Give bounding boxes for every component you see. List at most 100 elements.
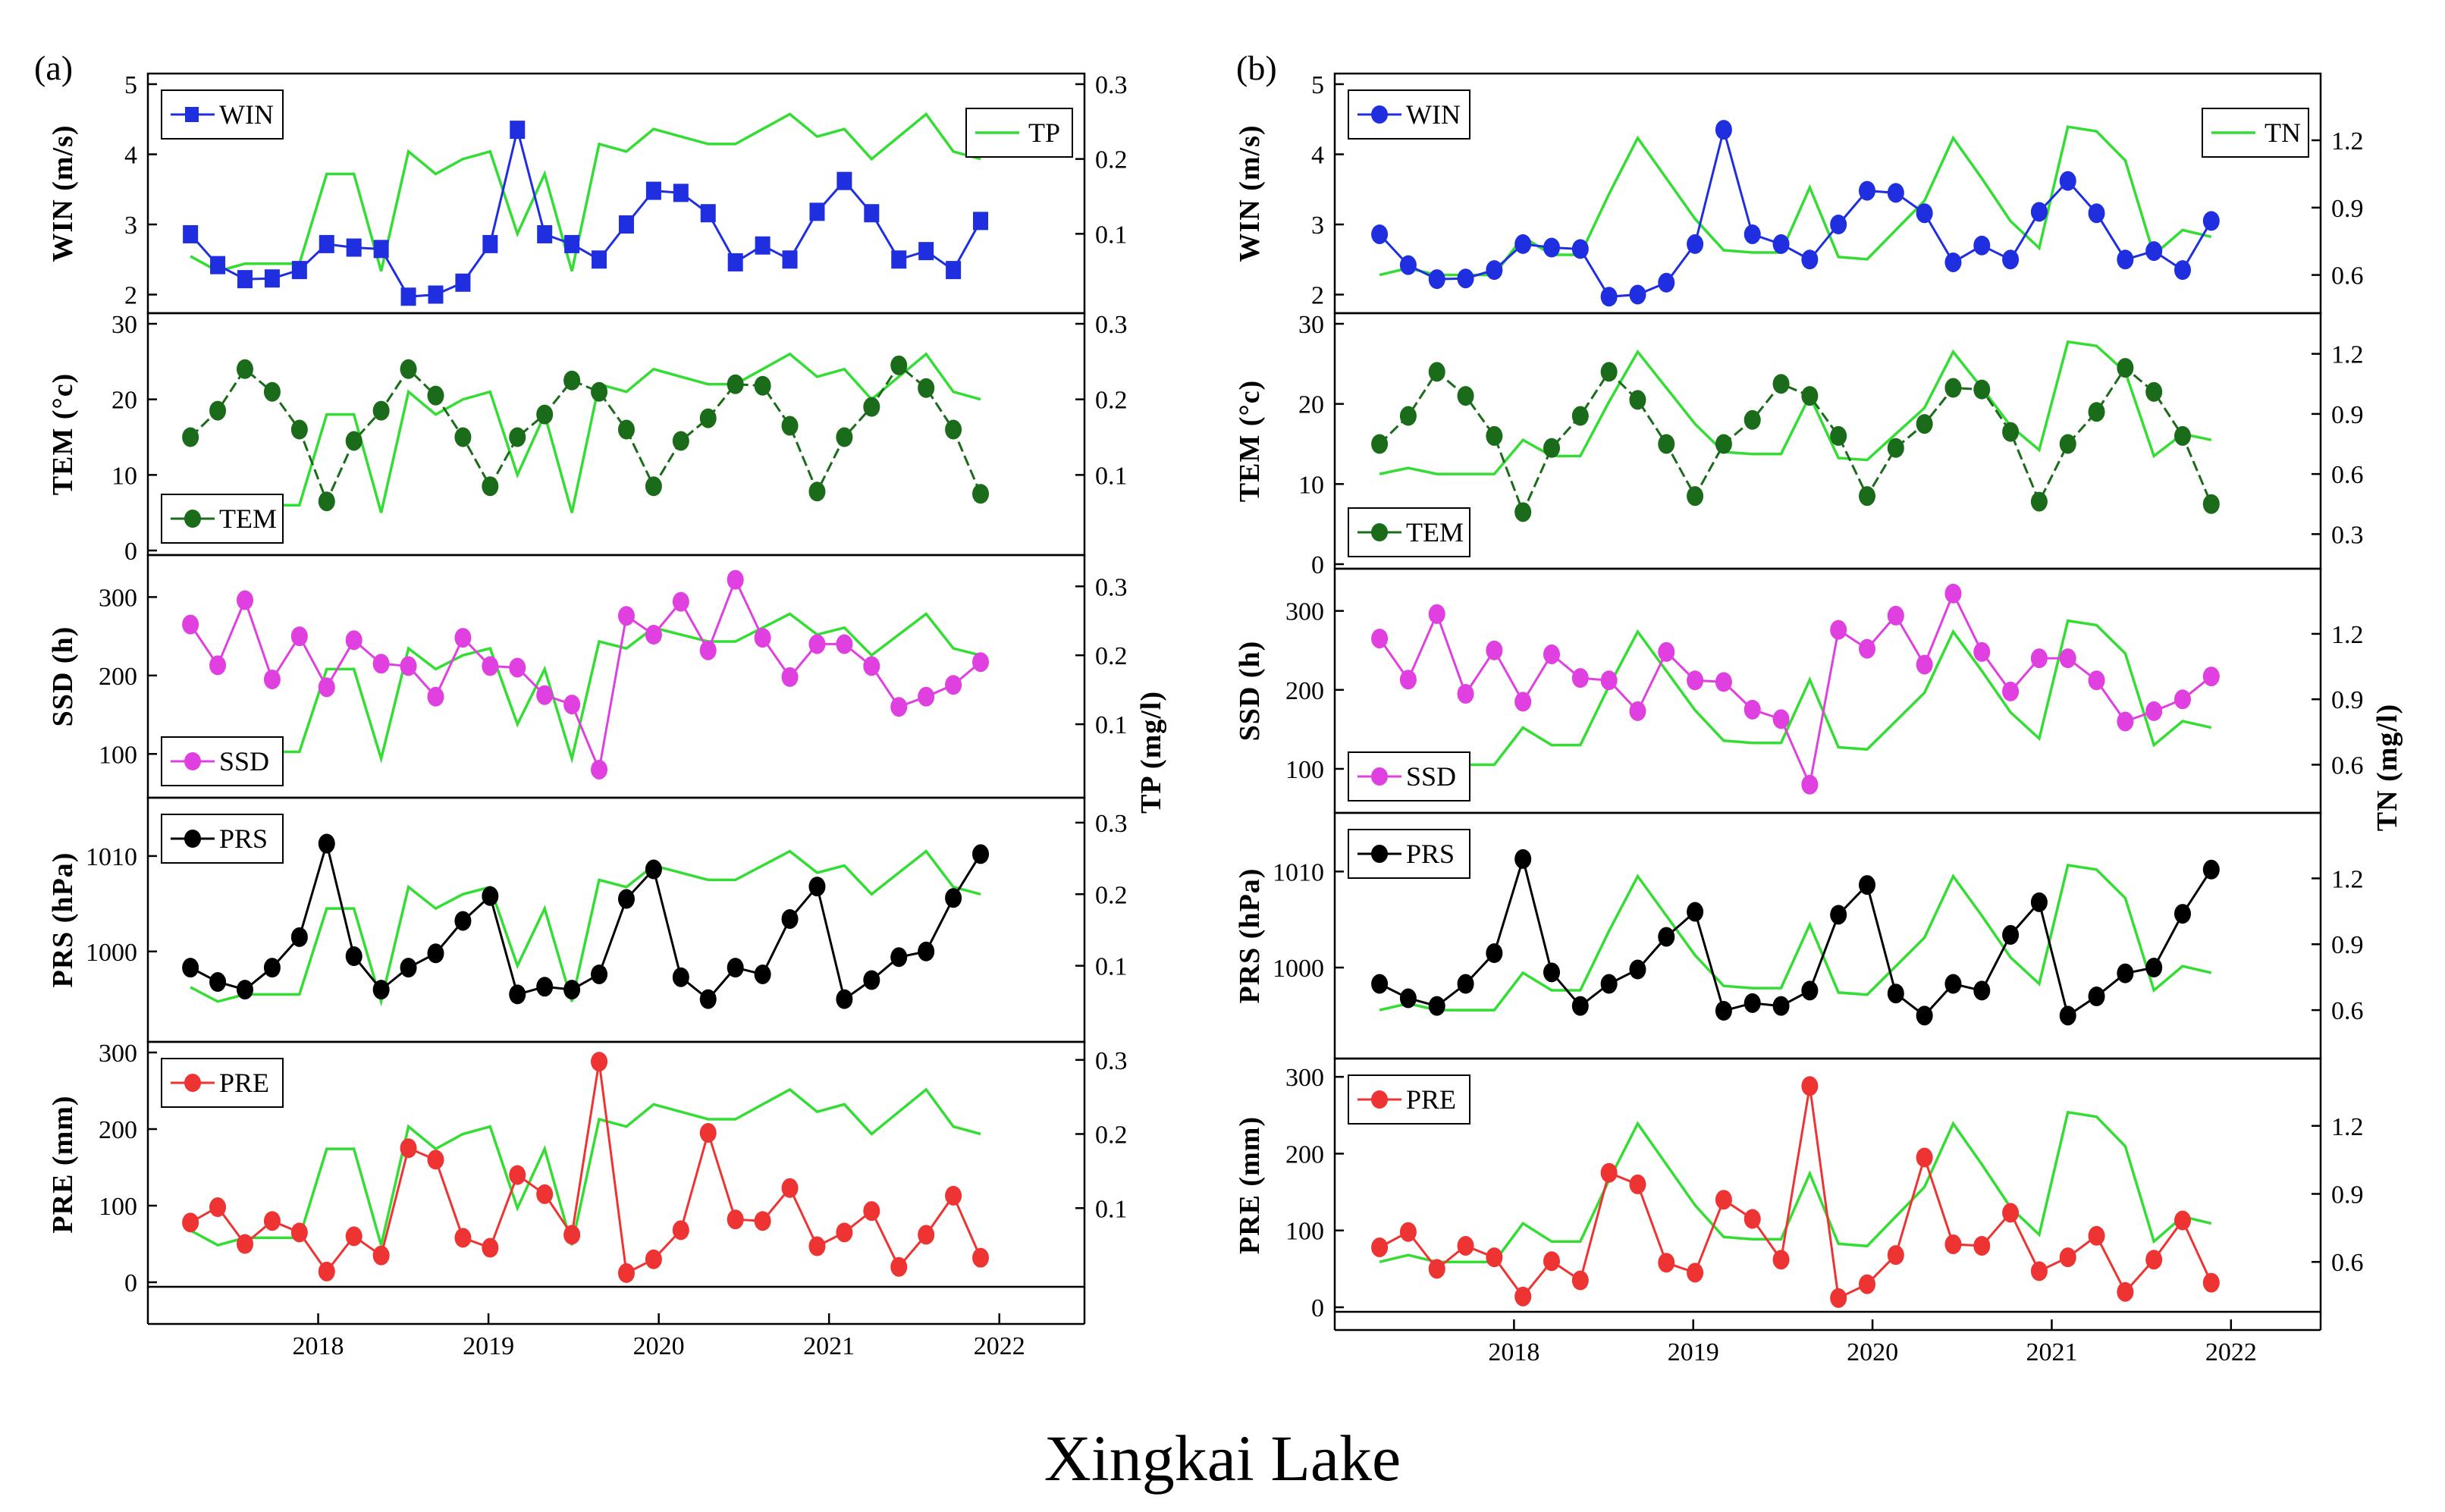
data-point	[1658, 1253, 1675, 1273]
legend-label: WIN	[219, 99, 274, 130]
data-point	[699, 408, 717, 428]
data-point	[1830, 215, 1847, 234]
data-point	[428, 285, 444, 304]
data-point	[1830, 620, 1847, 640]
subplot-win: 2 3 4 5 0.1 0.2 0.3 WIN (m/s) WIN TP	[47, 71, 1128, 315]
data-point	[1514, 692, 1532, 712]
data-point	[1371, 434, 1389, 454]
data-point	[2202, 211, 2220, 231]
data-point	[454, 911, 472, 931]
data-point	[1371, 224, 1389, 244]
data-point	[836, 989, 853, 1009]
left-tick-label: 300	[99, 1040, 137, 1068]
data-point	[290, 1222, 308, 1243]
data-point	[183, 224, 199, 243]
data-point	[863, 1201, 880, 1222]
data-point	[1859, 638, 1875, 659]
data-point	[1973, 235, 1991, 256]
legend-marker	[184, 830, 201, 848]
data-point	[591, 1052, 608, 1072]
data-point	[2117, 963, 2134, 983]
data-point	[2202, 494, 2220, 514]
data-point	[1887, 1245, 1904, 1266]
data-point	[972, 484, 990, 504]
data-point	[781, 908, 799, 929]
data-point	[2174, 689, 2191, 710]
data-point	[863, 397, 880, 417]
data-point	[2174, 425, 2191, 446]
data-point	[564, 234, 580, 253]
data-point	[1715, 120, 1732, 140]
left-tick-label: 1000	[86, 939, 137, 967]
data-point	[1486, 1247, 1503, 1268]
data-point	[2059, 434, 2076, 454]
data-point	[2088, 203, 2105, 224]
data-point	[699, 989, 717, 1009]
data-point	[918, 242, 934, 261]
data-point	[699, 640, 717, 660]
data-point	[345, 946, 363, 967]
data-point	[1772, 996, 1790, 1016]
data-point	[1887, 983, 1904, 1004]
data-point	[482, 476, 499, 497]
data-point	[372, 1245, 390, 1266]
data-point	[1830, 905, 1847, 925]
data-point	[1916, 654, 1933, 675]
left-tick-label: 0	[124, 1269, 137, 1297]
data-point	[455, 273, 471, 292]
data-point	[1687, 1263, 1704, 1283]
data-point	[617, 889, 635, 909]
data-point	[536, 977, 554, 997]
data-point	[918, 941, 935, 961]
data-point	[1399, 670, 1417, 690]
data-point	[1801, 774, 1819, 795]
data-point	[510, 121, 526, 140]
data-point	[345, 431, 363, 451]
data-point	[1973, 1235, 1991, 1256]
data-point	[2145, 701, 2163, 721]
data-point	[264, 269, 280, 288]
data-point	[563, 370, 581, 391]
data-point	[1658, 272, 1675, 293]
data-point	[1973, 379, 1991, 400]
right-tick-label: 0.9	[2331, 1181, 2364, 1209]
right-tick-label: 0.9	[2331, 401, 2364, 429]
subplot-tem: 0 10 20 30 0.1 0.2 0.3 TEM (°c) TEM	[47, 311, 1128, 566]
y-axis-label: WIN (m/s)	[47, 124, 79, 262]
data-point	[1600, 287, 1618, 307]
left-tick-label: 0	[124, 538, 137, 566]
data-point	[536, 685, 554, 705]
left-tick-label: 0	[1311, 1294, 1324, 1322]
data-point	[290, 419, 308, 440]
data-point	[781, 1178, 799, 1198]
left-tick-label: 1010	[86, 843, 137, 871]
data-point	[645, 625, 662, 645]
data-point	[509, 984, 526, 1005]
data-point	[2202, 667, 2220, 687]
left-tick-label: 3	[124, 212, 137, 240]
right-tick-label: 0.2	[1095, 881, 1128, 909]
legend-marker	[184, 1074, 201, 1092]
data-point	[563, 1225, 581, 1245]
legend-label: SSD	[1406, 761, 1456, 792]
right-tick-label: 0.6	[2331, 262, 2364, 290]
data-point	[400, 287, 416, 306]
subplot-tem: 0 10 20 30 0.3 0.6 0.9 1.2 TEM (°c) TEM	[1234, 311, 2364, 579]
data-point	[2002, 924, 2020, 945]
data-point	[1399, 406, 1417, 426]
data-point	[781, 667, 799, 687]
data-point	[427, 686, 444, 707]
right-tick-label: 0.2	[1095, 642, 1128, 670]
left-tick-label: 300	[1285, 598, 1324, 626]
data-point	[1687, 486, 1704, 507]
data-point	[209, 400, 227, 421]
legend-label: PRE	[1406, 1084, 1456, 1115]
data-point	[290, 927, 308, 947]
data-point	[1457, 684, 1474, 704]
data-point	[400, 656, 417, 676]
data-point	[2059, 648, 2076, 669]
data-point	[1399, 255, 1417, 275]
left-tick-label: 5	[1311, 71, 1324, 99]
data-point	[918, 1225, 935, 1245]
data-point	[1571, 996, 1589, 1016]
